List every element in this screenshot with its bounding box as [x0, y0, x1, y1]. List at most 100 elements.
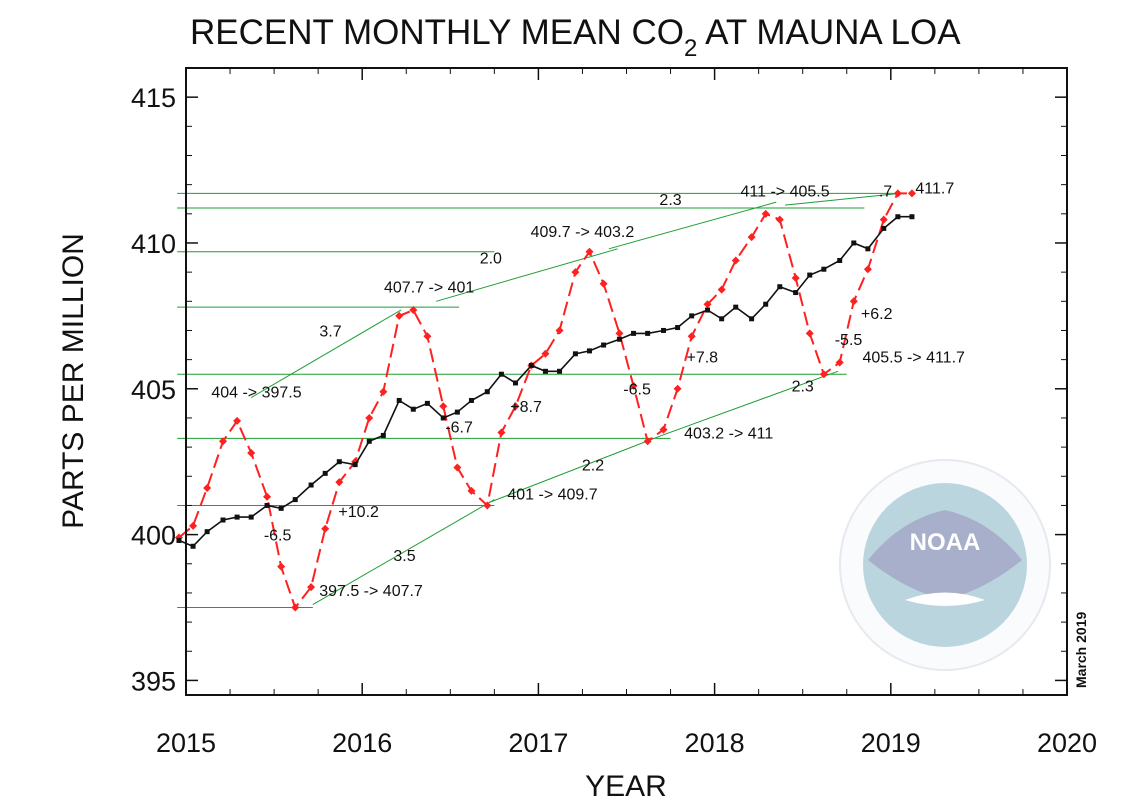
monthly-mean-point	[219, 437, 228, 446]
annotation-label: 3.5	[393, 548, 415, 565]
annotation-label: -6.7	[445, 420, 473, 437]
monthly-mean-point	[497, 428, 506, 437]
seasonal-corrected-point	[498, 371, 504, 377]
monthly-mean-point	[703, 300, 712, 309]
annotation-label: 3.7	[319, 323, 341, 340]
x-tick-label: 2018	[685, 728, 745, 758]
annotation-label: 409.7 -> 403.2	[531, 224, 635, 241]
seasonal-corrected-point	[234, 514, 240, 520]
seasonal-corrected-point	[396, 397, 402, 403]
noaa-logo: NOAA	[839, 459, 1051, 671]
monthly-mean-point	[335, 478, 344, 487]
seasonal-corrected-point	[557, 368, 563, 374]
monthly-mean-point	[643, 437, 652, 446]
annotation-label: 2.3	[659, 192, 681, 209]
monthly-mean-point	[453, 463, 462, 472]
monthly-mean-point	[819, 370, 828, 379]
connector-line	[488, 434, 662, 503]
seasonal-corrected-point	[190, 543, 196, 549]
monthly-mean-point	[747, 233, 756, 242]
monthly-mean-point	[365, 413, 374, 422]
annotation-label: 401 -> 409.7	[507, 487, 597, 504]
monthly-mean-point	[835, 358, 844, 367]
seasonal-corrected-point	[468, 397, 474, 403]
seasonal-corrected-point	[881, 225, 887, 231]
monthly-mean-point	[717, 285, 726, 294]
seasonal-corrected-point	[645, 330, 651, 336]
annotation-label: +10.2	[338, 504, 379, 521]
seasonal-corrected-point	[424, 400, 430, 406]
annotation-label: 411 -> 405.5	[741, 183, 830, 200]
seasonal-corrected-point	[895, 214, 901, 220]
monthly-mean-point	[761, 209, 770, 218]
connector-line	[312, 499, 495, 606]
monthly-mean-point	[409, 306, 418, 315]
monthly-mean-point	[585, 247, 594, 256]
seasonal-corrected-point	[719, 316, 725, 322]
monthly-mean-point	[439, 402, 448, 411]
monthly-mean-line	[178, 192, 912, 610]
annotation-label: +6.2	[861, 306, 893, 323]
seasonal-corrected-point	[278, 505, 284, 511]
y-tick-label: 405	[131, 375, 176, 405]
noaa-logo-wing	[868, 510, 1022, 600]
annotation-label: 2.2	[582, 457, 604, 474]
seasonal-corrected-point	[380, 432, 386, 438]
seasonal-corrected-point	[440, 415, 446, 421]
monthly-mean-point	[263, 492, 272, 501]
seasonal-corrected-point	[336, 459, 342, 465]
annotation-label: -5.5	[835, 332, 863, 349]
monthly-mean-point	[863, 265, 872, 274]
y-tick-label: 410	[131, 229, 176, 259]
chart-title: RECENT MONTHLY MEAN CO2 AT MAUNA LOA	[190, 13, 961, 62]
seasonal-corrected-point	[484, 389, 490, 395]
monthly-mean-point	[555, 326, 564, 335]
annotation-label: 407.7 -> 401	[384, 280, 474, 297]
monthly-mean-point	[805, 329, 814, 338]
x-axis: 2015 2016 2017 2018 2019 2020	[156, 68, 1097, 758]
annotation-label: 405.5 -> 411.7	[862, 350, 965, 367]
annotation-label: 397.5 -> 407.7	[319, 583, 423, 600]
annotation-label: 403.2 -> 411	[684, 425, 773, 442]
x-tick-label: 2015	[156, 728, 216, 758]
monthly-mean-point	[379, 387, 388, 396]
monthly-mean-point	[203, 483, 212, 492]
x-tick-label: 2017	[508, 728, 568, 758]
date-credit: March 2019	[1073, 612, 1089, 688]
monthly-mean-point	[659, 425, 668, 434]
annotation-label: 411.7	[915, 180, 954, 197]
connector-line	[661, 370, 839, 436]
seasonal-corrected-point	[733, 304, 739, 310]
seasonal-corrected-point	[601, 342, 607, 348]
annotation-label: -6.5	[264, 527, 292, 544]
monthly-mean-point	[395, 311, 404, 320]
monthly-mean-point	[849, 297, 858, 306]
y-axis-label: PARTS PER MILLION	[57, 233, 90, 529]
monthly-mean-point	[731, 256, 740, 265]
monthly-mean-point	[599, 279, 608, 288]
seasonal-corrected-point	[410, 406, 416, 412]
annotation-label: -6.5	[623, 382, 651, 399]
seasonal-corrected-point	[705, 307, 711, 313]
seasonal-corrected-point	[689, 313, 695, 319]
seasonal-corrected-point	[586, 348, 592, 354]
monthly-mean-point	[541, 349, 550, 358]
monthly-mean-point	[423, 332, 432, 341]
seasonal-corrected-point	[675, 325, 681, 331]
seasonal-corrected-point	[793, 290, 799, 296]
monthly-mean-point	[615, 329, 624, 338]
seasonal-corrected-point	[837, 257, 843, 263]
monthly-mean-point	[907, 189, 916, 198]
title-subscript: 2	[684, 35, 697, 62]
monthly-mean-point	[791, 273, 800, 282]
monthly-mean-point	[687, 332, 696, 341]
seasonal-corrected-point	[661, 327, 667, 333]
monthly-mean-point	[571, 268, 580, 277]
seasonal-corrected-point	[176, 537, 182, 543]
seasonal-corrected-point	[512, 380, 518, 386]
monthly-mean-point	[247, 448, 256, 457]
monthly-mean-point	[673, 384, 682, 393]
noaa-logo-text: NOAA	[910, 529, 981, 556]
monthly-mean-point	[879, 215, 888, 224]
